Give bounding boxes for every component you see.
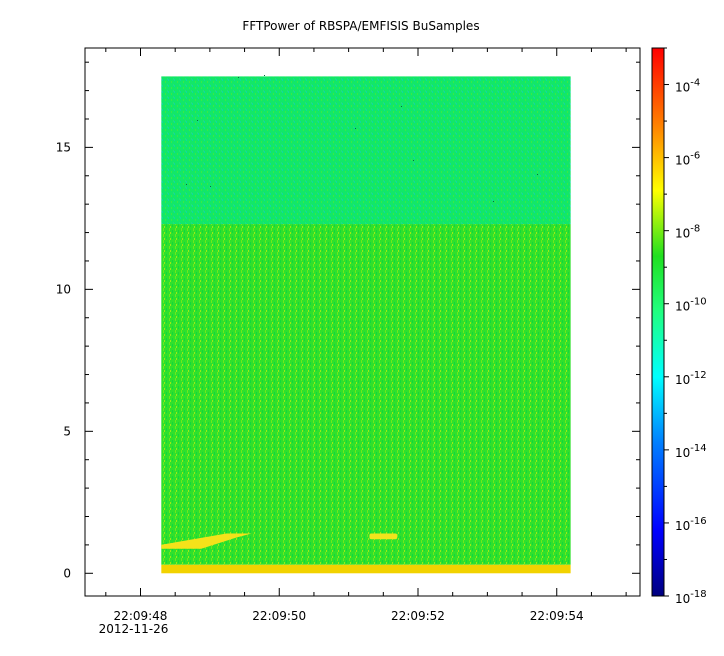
heatmap-speck: [186, 184, 187, 185]
colorbar-tick-label: 10-14: [675, 443, 707, 460]
heatmap-speck: [210, 186, 211, 187]
heatmap-speck: [355, 128, 356, 129]
heatmap-speck: [413, 160, 414, 161]
y-tick-label: 10: [56, 282, 71, 296]
heatmap-speck: [537, 174, 538, 175]
x-date-label: 2012-11-26: [99, 622, 169, 636]
heatmap-region: [161, 564, 571, 574]
x-tick-label: 22:09:50: [252, 609, 306, 623]
heatmap-region: [161, 224, 571, 565]
colorbar: 10-4 10-6 10-8 10-10 10-12 10-14 10-16 10-18: [651, 47, 707, 606]
colorbar-tick-label: 10-16: [675, 516, 707, 533]
heatmap-speck: [401, 106, 402, 107]
colorbar-tick-label: 10-10: [675, 297, 707, 314]
y-tick-label: 5: [63, 424, 71, 438]
colorbar-tick-label: 10-8: [675, 224, 700, 241]
y-tick-label: 15: [56, 140, 71, 154]
colorbar-tick-label: 10-18: [675, 589, 707, 606]
colorbar-gradient: [651, 47, 665, 597]
heatmap-speck: [197, 120, 198, 121]
colorbar-tick-label: 10-12: [675, 370, 707, 387]
heatmap-region: [161, 76, 571, 225]
colorbar-tick-label: 10-6: [675, 151, 700, 168]
heatmap-marks: [161, 75, 571, 574]
heatmap-speck: [238, 77, 239, 78]
y-tick-label: 0: [63, 566, 71, 580]
x-tick-label: 22:09:52: [391, 609, 445, 623]
x-tick-label: 22:09:54: [530, 609, 584, 623]
heatmap-feature: [369, 533, 398, 540]
x-tick-label: 22:09:48: [114, 609, 168, 623]
colorbar-tick-label: 10-4: [675, 78, 700, 95]
heatmap-speck: [264, 75, 265, 76]
chart-title: FFTPower of RBSPA/EMFISIS BuSamples: [242, 19, 479, 33]
heatmap-speck: [493, 201, 494, 202]
heatmap-feature: [161, 533, 252, 549]
